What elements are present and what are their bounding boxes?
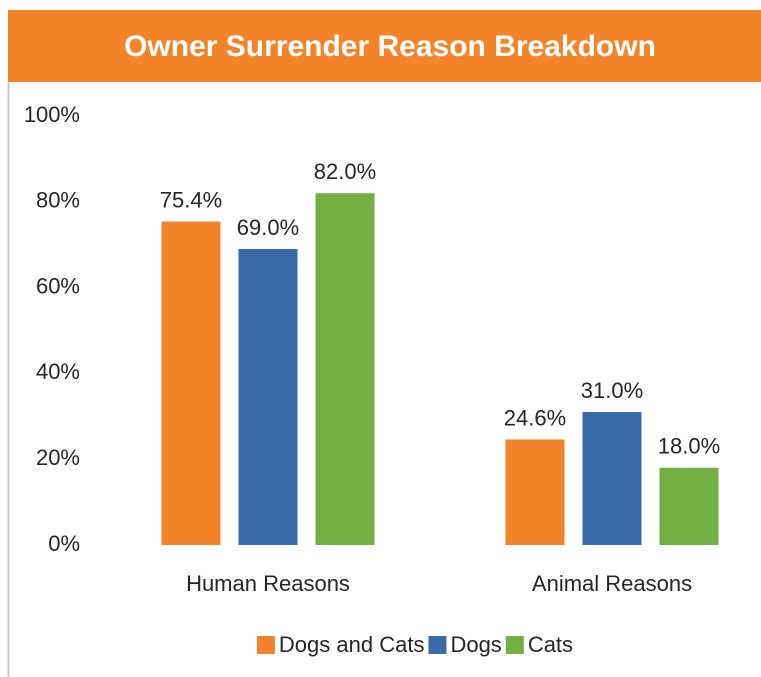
y-tick-label: 60% <box>36 273 80 298</box>
chart-title: Owner Surrender Reason Breakdown <box>124 30 656 63</box>
data-label: 31.0% <box>581 378 643 403</box>
data-label: 75.4% <box>160 187 222 212</box>
bar <box>582 412 642 545</box>
bar <box>505 439 565 545</box>
x-tick-label: Animal Reasons <box>532 571 692 596</box>
legend-label: Cats <box>528 632 573 657</box>
data-label: 18.0% <box>658 434 720 459</box>
legend-label: Dogs <box>450 632 501 657</box>
title-banner <box>8 10 761 82</box>
y-tick-label: 100% <box>24 102 80 127</box>
legend-swatch <box>505 636 524 654</box>
y-tick-label: 40% <box>36 359 80 384</box>
y-tick-label: 20% <box>36 445 80 470</box>
bar <box>315 193 375 545</box>
legend-swatch <box>256 636 275 654</box>
legend-swatch <box>428 636 447 654</box>
bar <box>659 467 719 545</box>
legend-label: Dogs and Cats <box>279 632 425 657</box>
bar <box>238 248 298 546</box>
data-label: 82.0% <box>314 159 376 184</box>
data-label: 24.6% <box>504 405 566 430</box>
x-tick-label: Human Reasons <box>186 571 350 596</box>
y-tick-label: 0% <box>48 531 80 556</box>
data-label: 69.0% <box>237 215 299 240</box>
bar <box>161 221 221 545</box>
y-tick-label: 80% <box>36 188 80 213</box>
